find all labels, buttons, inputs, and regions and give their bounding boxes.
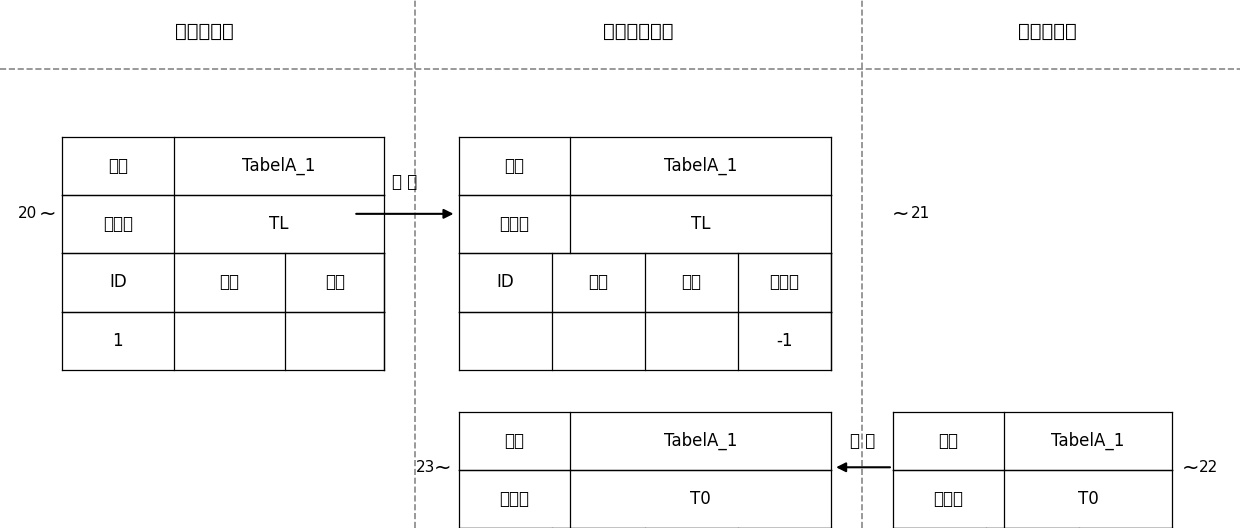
Text: ID: ID [496, 274, 515, 291]
Text: 删 除: 删 除 [392, 173, 417, 191]
Text: 行键: 行键 [505, 432, 525, 450]
Text: TabelA_1: TabelA_1 [663, 432, 738, 450]
Text: 时间戳: 时间戳 [500, 490, 529, 508]
Text: 年龄: 年龄 [325, 274, 345, 291]
Text: 全量数据流: 全量数据流 [1018, 22, 1078, 41]
Text: 1: 1 [113, 332, 123, 350]
Text: 行键: 行键 [505, 157, 525, 175]
Text: 姓名: 姓名 [219, 274, 239, 291]
Text: 增量数据流: 增量数据流 [175, 22, 234, 41]
Text: ~: ~ [1182, 457, 1199, 477]
Text: 行键: 行键 [939, 432, 959, 450]
Text: 时间戳: 时间戳 [103, 215, 133, 233]
Text: ID: ID [109, 274, 126, 291]
Text: 年龄: 年龄 [681, 274, 702, 291]
Text: TabelA_1: TabelA_1 [242, 157, 316, 175]
Text: 21: 21 [910, 206, 930, 221]
Text: 大数据平台表: 大数据平台表 [604, 22, 673, 41]
Text: TabelA_1: TabelA_1 [663, 157, 738, 175]
Text: 行键: 行键 [108, 157, 128, 175]
Text: 22: 22 [1199, 460, 1219, 475]
Text: T0: T0 [691, 490, 711, 508]
Text: TL: TL [269, 215, 289, 233]
Text: -1: -1 [776, 332, 792, 350]
Text: ~: ~ [38, 204, 56, 224]
Text: ~: ~ [434, 457, 451, 477]
Text: T0: T0 [1078, 490, 1099, 508]
Text: TL: TL [691, 215, 711, 233]
Text: 状态码: 状态码 [769, 274, 800, 291]
Text: ~: ~ [892, 204, 909, 224]
Text: 23: 23 [415, 460, 435, 475]
Text: TabelA_1: TabelA_1 [1052, 432, 1125, 450]
Text: 20: 20 [17, 206, 37, 221]
Text: 时间戳: 时间戳 [500, 215, 529, 233]
Text: 姓名: 姓名 [588, 274, 609, 291]
Text: 时间戳: 时间戳 [934, 490, 963, 508]
Text: 插 入: 插 入 [851, 432, 875, 450]
